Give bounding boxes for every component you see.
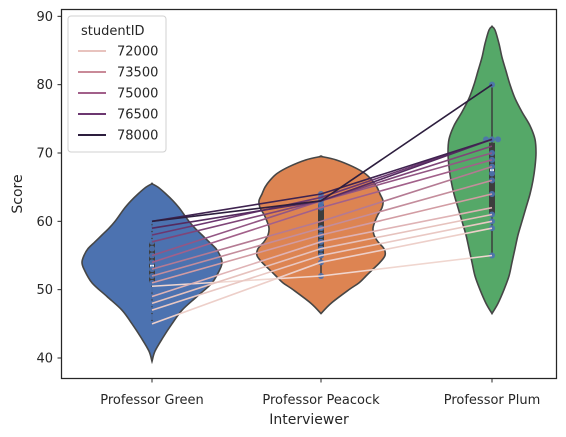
y-axis-label: Score	[10, 174, 26, 213]
student-line-74000	[151, 179, 493, 277]
student-line-74500	[151, 165, 493, 270]
student-line-73500	[151, 193, 493, 284]
legend-label: 76500	[117, 108, 158, 123]
y-tick-label: 80	[36, 78, 53, 93]
plot-frame	[60, 8, 558, 380]
y-tick-label: 60	[36, 215, 53, 230]
points-layer	[149, 81, 501, 327]
data-point	[495, 136, 501, 143]
legend-label: 72000	[117, 45, 158, 60]
student-line-72000	[151, 254, 493, 288]
y-tick-label: 50	[36, 283, 53, 298]
legend-title: studentID	[81, 24, 145, 39]
x-tick-label: Professor Plum	[444, 393, 541, 408]
legend-entries: 72000 73500 75000 76500 78000	[78, 45, 158, 144]
student-line-76500	[151, 138, 493, 236]
x-axis-label: Interviewer	[269, 412, 349, 428]
data-point	[149, 245, 155, 252]
data-point	[489, 170, 495, 177]
student-line-72300	[151, 227, 493, 325]
x-tick-label: Professor Green	[100, 393, 204, 408]
student-line-72600	[151, 220, 493, 311]
x-tick-label: Professor Peacock	[262, 393, 380, 408]
legend: studentID 72000 73500 75000 76500 78000	[67, 15, 167, 153]
data-point	[149, 314, 155, 320]
y-tick-label: 40	[36, 352, 53, 367]
student-line-77500	[151, 138, 493, 223]
student-line-78000	[151, 84, 493, 223]
y-axis: 40 50 60 70 80 90	[36, 10, 62, 367]
student-lines-layer	[151, 84, 493, 325]
student-line-72900	[151, 213, 493, 305]
student-line-75000	[151, 159, 493, 264]
data-point	[149, 286, 155, 293]
legend-label: 73500	[117, 66, 158, 81]
y-tick-label: 70	[36, 147, 53, 162]
x-axis: Professor Green Professor Peacock Professo…	[100, 378, 541, 408]
y-tick-label: 90	[36, 10, 53, 25]
legend-label: 78000	[117, 129, 158, 144]
legend-label: 75000	[117, 87, 158, 102]
student-line-73200	[151, 206, 493, 298]
